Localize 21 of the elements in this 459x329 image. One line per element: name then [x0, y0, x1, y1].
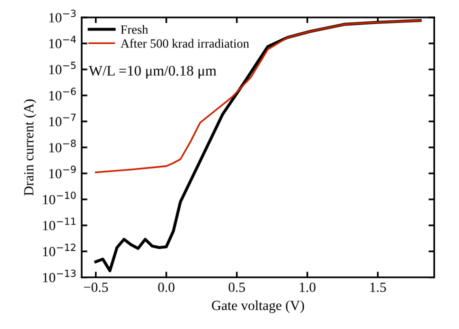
y-tick-label: 10$^{−5}$ [49, 62, 76, 74]
x-tick-label: 0.5 [228, 282, 245, 292]
x-tick-label: 0.0 [158, 282, 174, 292]
y-tick-label: 10$^{−8}$ [49, 140, 76, 152]
x-axis-title: Gate voltage (V) [212, 300, 304, 313]
y-tick-label: 10$^{−10}$ [43, 192, 76, 204]
x-tick-label: 1.5 [370, 282, 386, 292]
legend-label: After 500 krad irradiation [120, 38, 250, 48]
y-tick-label: 10$^{−13}$ [43, 270, 76, 282]
annotation: W/L =10 μm/0.18 μm [88, 66, 216, 79]
y-tick-label: 10$^{−3}$ [49, 10, 76, 22]
x-tick-label: 1.0 [300, 282, 316, 292]
y-tick-label: 10$^{−4}$ [49, 36, 76, 48]
y-tick-label: 10$^{−9}$ [49, 166, 76, 178]
y-tick-label: 10$^{−11}$ [43, 218, 76, 230]
x-tick-label: −0.5 [84, 282, 108, 292]
y-axis-title: Drain current (A) [24, 99, 36, 196]
y-tick-label: 10$^{−12}$ [43, 244, 76, 256]
y-tick-label: 10$^{−7}$ [49, 114, 76, 126]
y-tick-label: 10$^{−6}$ [49, 88, 76, 100]
legend-label: Fresh [120, 25, 148, 34]
